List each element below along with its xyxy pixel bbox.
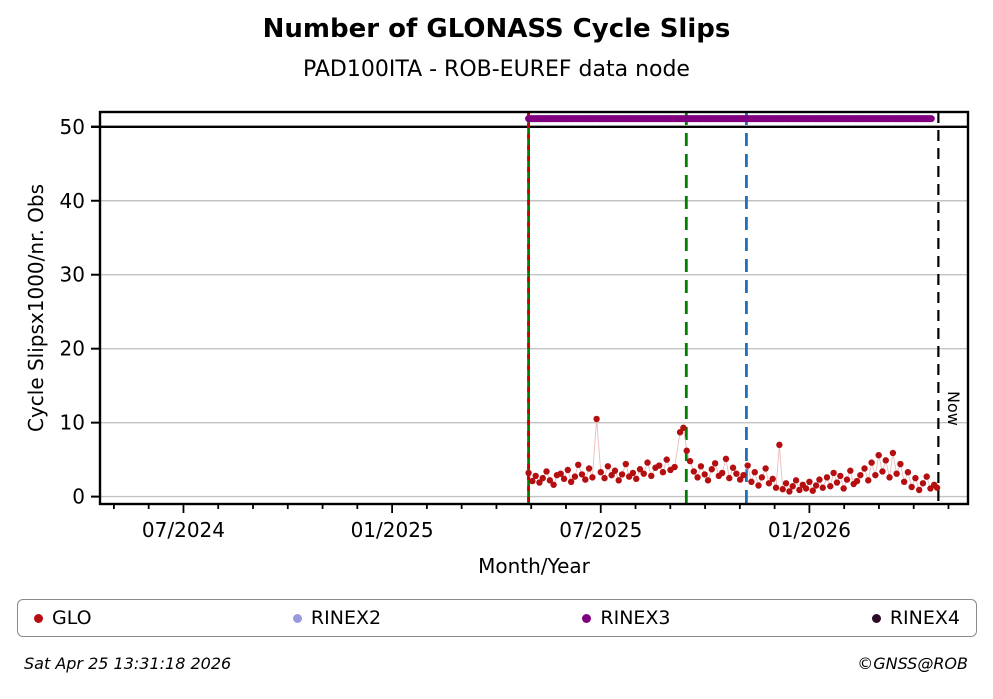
chart-subtitle: PAD100ITA - ROB-EUREF data node	[303, 57, 690, 82]
now-marker-label: Now	[944, 391, 963, 426]
svg-text:10: 10	[60, 411, 85, 435]
svg-text:01/2025: 01/2025	[351, 518, 434, 542]
legend-label: GLO	[52, 607, 92, 629]
copyright-text: ©GNSS@ROB	[857, 654, 968, 673]
glo-marker-icon	[34, 613, 43, 623]
chart-canvas: 07/2024 01/2025 07/2025 01/2026 0 10 20 30 40 50	[60, 110, 970, 542]
svg-text:30: 30	[60, 263, 85, 287]
svg-text:0: 0	[72, 485, 85, 509]
chart-title: Number of GLONASS Cycle Slips	[262, 14, 731, 44]
legend-item-rinex2: RINEX2	[292, 607, 382, 629]
plot-timestamp: Sat Apr 25 13:31:18 2026	[24, 654, 232, 673]
x-axis-label: Month/Year	[478, 554, 590, 578]
svg-text:50: 50	[60, 115, 85, 139]
legend-item-rinex3: RINEX3	[582, 607, 671, 629]
svg-text:01/2026: 01/2026	[768, 518, 851, 542]
legend-label: RINEX2	[310, 607, 382, 629]
rinex3-marker-icon	[582, 613, 592, 623]
legend: GLO RINEX2 RINEX3 RINEX4	[17, 599, 977, 637]
svg-text:20: 20	[60, 337, 85, 361]
svg-text:40: 40	[60, 189, 85, 213]
y-axis-label: Cycle Slipsx1000/nr. Obs	[24, 183, 48, 433]
legend-label: RINEX3	[600, 607, 671, 629]
rinex4-marker-icon	[871, 613, 881, 623]
rinex2-marker-icon	[292, 613, 302, 623]
legend-item-glo: GLO	[34, 607, 92, 629]
legend-label: RINEX4	[889, 607, 960, 629]
svg-text:07/2024: 07/2024	[142, 518, 225, 542]
legend-item-rinex4: RINEX4	[871, 607, 960, 629]
svg-text:07/2025: 07/2025	[559, 518, 642, 542]
